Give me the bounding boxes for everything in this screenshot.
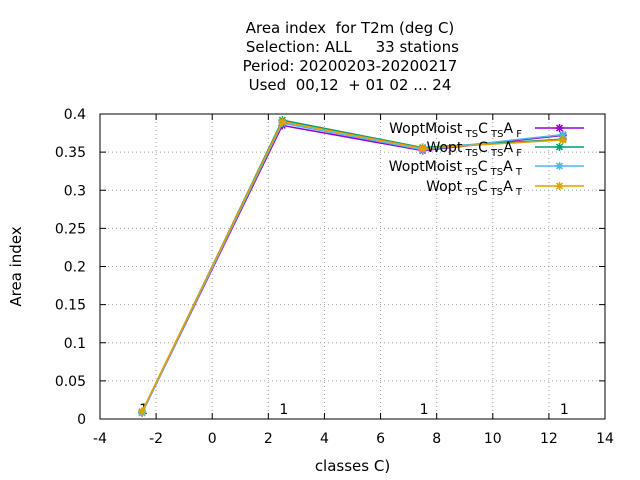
y-tick-label: 0.15 [55,298,86,314]
y-axis-label: Area index [7,226,25,306]
title-line-3: Period: 20200203-20200217 [242,57,458,75]
x-tick-label: 10 [484,431,502,447]
y-tick-label: 0.25 [55,221,86,237]
legend-marker [555,162,564,170]
legend-marker [555,143,564,151]
overflow-tick-label: 1 [279,402,288,418]
y-tick-label: 0.2 [64,260,86,276]
data-point [558,130,567,139]
title-line-4: Used 00,12 + 01 02 ... 24 [248,76,452,94]
x-tick-label: -4 [93,431,107,447]
x-tick-label: 8 [432,431,441,447]
y-tick-label: 0.35 [55,145,86,161]
y-tick-label: 0 [77,412,86,428]
grid-lines [100,114,605,419]
data-point [138,407,147,416]
legend-label: WoptMoist TSC TSA F [389,121,522,140]
legend-marker [555,124,564,132]
x-tick-label: 12 [540,431,558,447]
x-tick-label: 0 [208,431,217,447]
y-tick-label: 0.4 [64,107,86,123]
data-point [558,135,567,144]
legend-marker [555,182,564,190]
title-line-1: Area index for T2m (deg C) [245,19,455,37]
y-tick-label: 0.3 [64,183,86,199]
legend-label: Wopt TSC TSA F [426,140,522,159]
series-4 [138,117,567,416]
series-line [141,120,563,412]
x-tick-label: 4 [320,431,329,447]
x-tick-label: 2 [264,431,273,447]
x-axis-label: classes C) [315,457,390,475]
y-tick-label: 0.05 [55,374,86,390]
legend-label: WoptMoist TSC TSA T [389,159,523,178]
data-point [278,117,287,126]
overflow-tick-label: 1 [560,402,569,418]
title-line-2: Selection: ALL 33 stations [241,38,459,56]
x-tick-label: -2 [149,431,163,447]
overflow-tick-label: 1 [420,402,429,418]
x-tick-label: 14 [596,431,614,447]
data-point [418,144,427,153]
legend-label: Wopt TSC TSA T [426,179,523,198]
x-tick-label: 6 [376,431,385,447]
y-tick-label: 0.1 [64,336,86,352]
